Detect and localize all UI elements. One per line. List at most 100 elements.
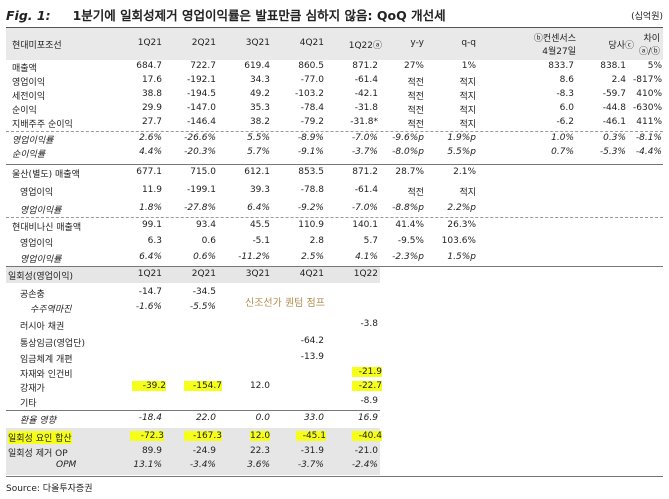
cell: 99.1 [141, 220, 162, 230]
cell: 2.8 [309, 236, 324, 246]
table-row: 통상임금(영업단) -64.2 [6, 336, 663, 349]
cell: -8.9 [360, 396, 378, 406]
highlighted-cell: -167.3 [184, 431, 222, 441]
cell: -31.8* [350, 117, 378, 127]
row-label: 영업이익률 [20, 255, 62, 265]
cell: -3.7% [351, 147, 378, 157]
table-row: 현대비나신 매출액 99.1 93.4 45.5 110.9 140.1 41.… [6, 220, 663, 233]
cell: 2.4 [611, 75, 626, 85]
cell: 적지 [459, 106, 476, 116]
cell: -26.6% [184, 133, 216, 143]
row-divider [6, 217, 663, 218]
cell: 5.7 [363, 236, 378, 246]
table-row: 공손충 -14.7 -34.5 [6, 287, 663, 300]
cell: -630% [633, 103, 662, 113]
cell: 11.9 [141, 185, 162, 195]
row-label: 영업이익률 [12, 136, 54, 146]
cell: -6.2 [556, 117, 574, 127]
one-off-header: 일회성(영업이익) 1Q21 2Q21 3Q21 4Q21 1Q22 [6, 267, 380, 283]
cell: -9.5% [397, 236, 424, 246]
row-label: 자재와 인건비 [20, 370, 73, 380]
cell: -3.4% [189, 460, 216, 470]
cell: 적지 [459, 188, 476, 198]
cell: 39.3 [249, 185, 270, 195]
cell: -59.7 [602, 89, 626, 99]
cell: 34.3 [249, 75, 270, 85]
cell: 0.6 [201, 236, 216, 246]
cell: 1.0% [551, 133, 574, 143]
cell: -103.2 [294, 89, 324, 99]
header-consensus: ⓑ컨센서스 [533, 34, 576, 44]
cell: -31.9 [300, 446, 324, 456]
highlighted-cell: -45.1 [296, 431, 326, 441]
row-label: 수주역마진 [30, 305, 72, 315]
row-label: 환율 영향 [20, 416, 56, 426]
cell: 27% [403, 61, 424, 71]
cell: -8.8%p [392, 203, 424, 213]
cell: -2.3%p [392, 252, 424, 262]
cell: 49.2 [249, 89, 270, 99]
cell: -42.1 [354, 89, 378, 99]
cell: 853.5 [298, 167, 324, 177]
cell: 684.7 [136, 61, 162, 71]
table-row: 영업이익률 1.8% -27.8% 6.4% -9.2% -7.0% -8.8%… [6, 203, 663, 216]
cell: 5.7% [247, 147, 270, 157]
cell: 89.9 [141, 446, 162, 456]
highlighted-cell: -21.9 [352, 367, 382, 377]
cell: 1.9%p [447, 133, 476, 143]
row-label: 영업이익 [20, 188, 54, 198]
header-col: 1Q21 [137, 38, 162, 48]
cell: -20.3% [184, 147, 216, 157]
cell: -13.9 [300, 352, 324, 362]
cell: -4.4% [635, 147, 662, 157]
table-row: 순이익 29.9 -147.0 35.3 -78.4 -31.8 적전 적지 6… [6, 103, 663, 116]
header-diff: 차이 [643, 34, 660, 44]
header-col: 1Q22ⓐ [348, 41, 382, 51]
row-label: 기타 [20, 399, 37, 409]
cell: 35.3 [249, 103, 270, 113]
cell: -78.8 [300, 185, 324, 195]
cell: -9.1% [297, 147, 324, 157]
figure-label: Fig. 1: [6, 8, 51, 23]
cell: 6.3 [147, 236, 162, 246]
cell: 410% [636, 89, 662, 99]
cell: 적전 [407, 78, 424, 88]
header-col: 2Q21 [191, 269, 216, 279]
cell: 적전 [407, 120, 424, 130]
figure-title-text: 1분기에 일회성제거 영업이익률은 발표만큼 심하지 않음: QoQ 개선세 [72, 8, 446, 23]
header-col: y-y [410, 38, 424, 48]
cell: 2.5% [301, 252, 324, 262]
header-col: 4Q21 [299, 269, 324, 279]
row-label: 순이익률 [12, 150, 46, 160]
annotation-note: 신조선가 퀀텀 점프 [245, 298, 325, 309]
unit-label: (십억원) [631, 12, 663, 22]
cell: 38.2 [249, 117, 270, 127]
cell: -79.2 [300, 117, 324, 127]
cell: -64.2 [300, 336, 324, 346]
table-row: 영업이익률 6.4% 0.6% -11.2% 2.5% 4.1% -2.3%p … [6, 252, 663, 265]
row-label: 공손충 [20, 290, 45, 300]
cell: 8.6 [559, 75, 574, 85]
header-col: 2Q21 [191, 38, 216, 48]
table-header: 현대미포조선 1Q21 2Q21 3Q21 4Q21 1Q22ⓐ y-y q-q… [6, 28, 663, 60]
row-label: 지배주주 순이익 [12, 120, 73, 130]
cell: 715.0 [190, 167, 216, 177]
cell: 5.5% [247, 133, 270, 143]
cell: 0.3% [603, 133, 626, 143]
cell: 45.5 [249, 220, 270, 230]
table-row: 자재와 인건비 -21.9 [6, 367, 663, 380]
cell: 677.1 [136, 167, 162, 177]
cell: 722.7 [190, 61, 216, 71]
row-label: 현대비나신 매출액 [12, 223, 82, 233]
cell: -192.1 [186, 75, 216, 85]
table-row: 세전이익 38.8 -194.5 49.2 -103.2 -42.1 적전 적지… [6, 89, 663, 102]
table-row: 지배주주 순이익 27.7 -146.4 38.2 -79.2 -31.8* 적… [6, 117, 663, 130]
cell: 38.8 [141, 89, 162, 99]
cell: 27.7 [141, 117, 162, 127]
cell: -61.4 [354, 185, 378, 195]
cell: 적전 [407, 92, 424, 102]
cell: 2.6% [139, 133, 162, 143]
cell: -8.3 [556, 89, 574, 99]
cell: -78.4 [300, 103, 324, 113]
row-divider [6, 131, 663, 132]
